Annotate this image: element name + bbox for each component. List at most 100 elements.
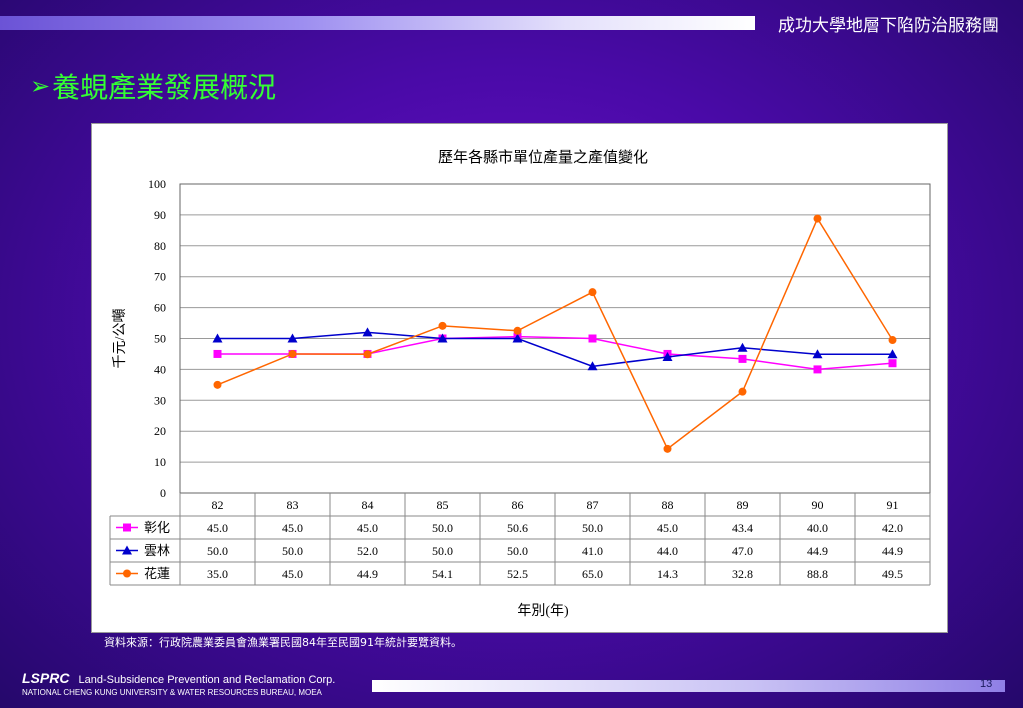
data-point-circle	[738, 387, 747, 396]
source-note: 資料來源：行政院農業委員會漁業署民國84年至民國91年統計要覽資料。	[104, 636, 462, 649]
table-value: 50.0	[507, 544, 528, 558]
y-tick-label: 60	[154, 301, 166, 315]
y-tick-label: 0	[160, 486, 166, 500]
data-point-circle	[513, 326, 522, 335]
y-tick-label: 30	[154, 393, 166, 407]
org-title: 成功大學地層下陷防治服務團	[778, 16, 999, 36]
x-tick-label: 83	[287, 498, 299, 512]
org-name: Land-Subsidence Prevention and Reclamati…	[78, 674, 336, 686]
legend-label: 花蓮	[144, 566, 170, 581]
table-value: 32.8	[732, 567, 753, 581]
chart-panel: 歷年各縣市單位產量之產值變化 0 10 20 30 40 50 60 70 80 90 100 千元/公…	[91, 123, 948, 633]
brand-logo: LSPRC	[22, 670, 70, 686]
data-point-triangle	[887, 349, 898, 359]
x-tick-label: 91	[887, 498, 899, 512]
table-value: 52.0	[357, 544, 378, 558]
page-number: 13	[980, 678, 993, 690]
table-value: 49.5	[882, 567, 903, 581]
y-axis-label: 千元/公噸	[112, 309, 128, 369]
x-tick-label: 82	[212, 498, 224, 512]
data-point-circle	[663, 444, 672, 453]
x-axis-label: 年別(年)	[517, 603, 569, 619]
table-value: 45.0	[282, 567, 303, 581]
table-value: 50.0	[582, 521, 603, 535]
y-tick-label: 90	[154, 208, 166, 222]
y-tick-label: 20	[154, 424, 166, 438]
data-point-circle	[438, 321, 447, 330]
table-value: 50.0	[207, 544, 228, 558]
y-tick-label: 50	[154, 332, 166, 346]
legend-marker	[123, 523, 131, 532]
data-point-square	[888, 359, 897, 368]
data-point-square	[738, 354, 747, 363]
table-value: 44.9	[882, 544, 903, 558]
y-tick-label: 40	[154, 362, 166, 376]
legend-marker	[122, 545, 132, 555]
x-tick-label: 86	[512, 498, 524, 512]
data-point-circle	[588, 288, 597, 297]
data-point-triangle	[812, 349, 823, 359]
y-tick-label: 70	[154, 270, 166, 284]
chart-title: 歷年各縣市單位產量之產值變化	[438, 149, 648, 166]
legend-marker	[123, 569, 131, 578]
table-value: 50.0	[432, 544, 453, 558]
slide-title: ➢ 養蜆產業發展概況	[30, 66, 276, 106]
slide-title-text: 養蜆產業發展概況	[52, 71, 277, 104]
x-tick-label: 84	[362, 498, 374, 512]
y-tick-label: 100	[148, 177, 166, 191]
table-value: 42.0	[882, 521, 903, 535]
table-value: 45.0	[207, 521, 228, 535]
table-value: 35.0	[207, 567, 228, 581]
data-point-triangle	[737, 342, 748, 352]
data-point-circle	[813, 214, 822, 223]
table-value: 44.0	[657, 544, 678, 558]
x-tick-label: 85	[437, 498, 449, 512]
data-point-square	[813, 365, 822, 374]
table-value: 45.0	[282, 521, 303, 535]
data-point-triangle	[437, 333, 448, 343]
table-value: 50.0	[432, 521, 453, 535]
x-tick-label: 90	[812, 498, 824, 512]
table-value: 50.6	[507, 521, 528, 535]
data-point-circle	[288, 349, 297, 358]
x-tick-label: 87	[587, 498, 599, 512]
x-tick-label: 89	[737, 498, 749, 512]
org-subtitle: NATIONAL CHENG KUNG UNIVERSITY & WATER R…	[22, 688, 322, 697]
table-value: 40.0	[807, 521, 828, 535]
table-value: 44.9	[357, 567, 378, 581]
series-line-triangle	[217, 331, 893, 368]
data-point-circle	[213, 380, 222, 389]
data-point-triangle	[662, 352, 673, 362]
table-value: 88.8	[807, 567, 828, 581]
series-line-circle	[217, 216, 894, 450]
line-chart: 歷年各縣市單位產量之產值變化 0 10 20 30 40 50 60 70 80 90 100 千元/公…	[109, 149, 931, 619]
data-point-circle	[363, 350, 372, 359]
data-point-triangle	[587, 361, 598, 371]
table-value: 41.0	[582, 544, 603, 558]
x-tick-label: 88	[662, 498, 674, 512]
data-point-circle	[888, 336, 897, 345]
data-point-square	[213, 349, 222, 358]
data-point-square	[588, 334, 597, 343]
table-value: 45.0	[357, 521, 378, 535]
data-point-triangle	[512, 333, 523, 343]
table-value: 52.5	[507, 567, 528, 581]
table-value: 65.0	[582, 567, 603, 581]
legend-label: 雲林	[144, 543, 170, 558]
table-value: 47.0	[732, 544, 753, 558]
footer-logo: LSPRC Land-Subsidence Prevention and Rec…	[22, 670, 335, 686]
table-value: 54.1	[432, 567, 453, 581]
table-value: 45.0	[657, 521, 678, 535]
table-value: 50.0	[282, 544, 303, 558]
legend-label: 彰化	[144, 520, 170, 535]
y-tick-label: 80	[154, 239, 166, 253]
table-value: 44.9	[807, 544, 828, 558]
header-accent-bar	[0, 16, 755, 30]
table-value: 43.4	[732, 521, 753, 535]
arrow-bullet-icon: ➢	[30, 72, 51, 100]
data-point-triangle	[287, 333, 298, 343]
table-value: 14.3	[657, 567, 678, 581]
data-point-triangle	[362, 327, 373, 337]
data-point-triangle	[212, 333, 223, 343]
footer-accent-bar	[372, 680, 1005, 692]
